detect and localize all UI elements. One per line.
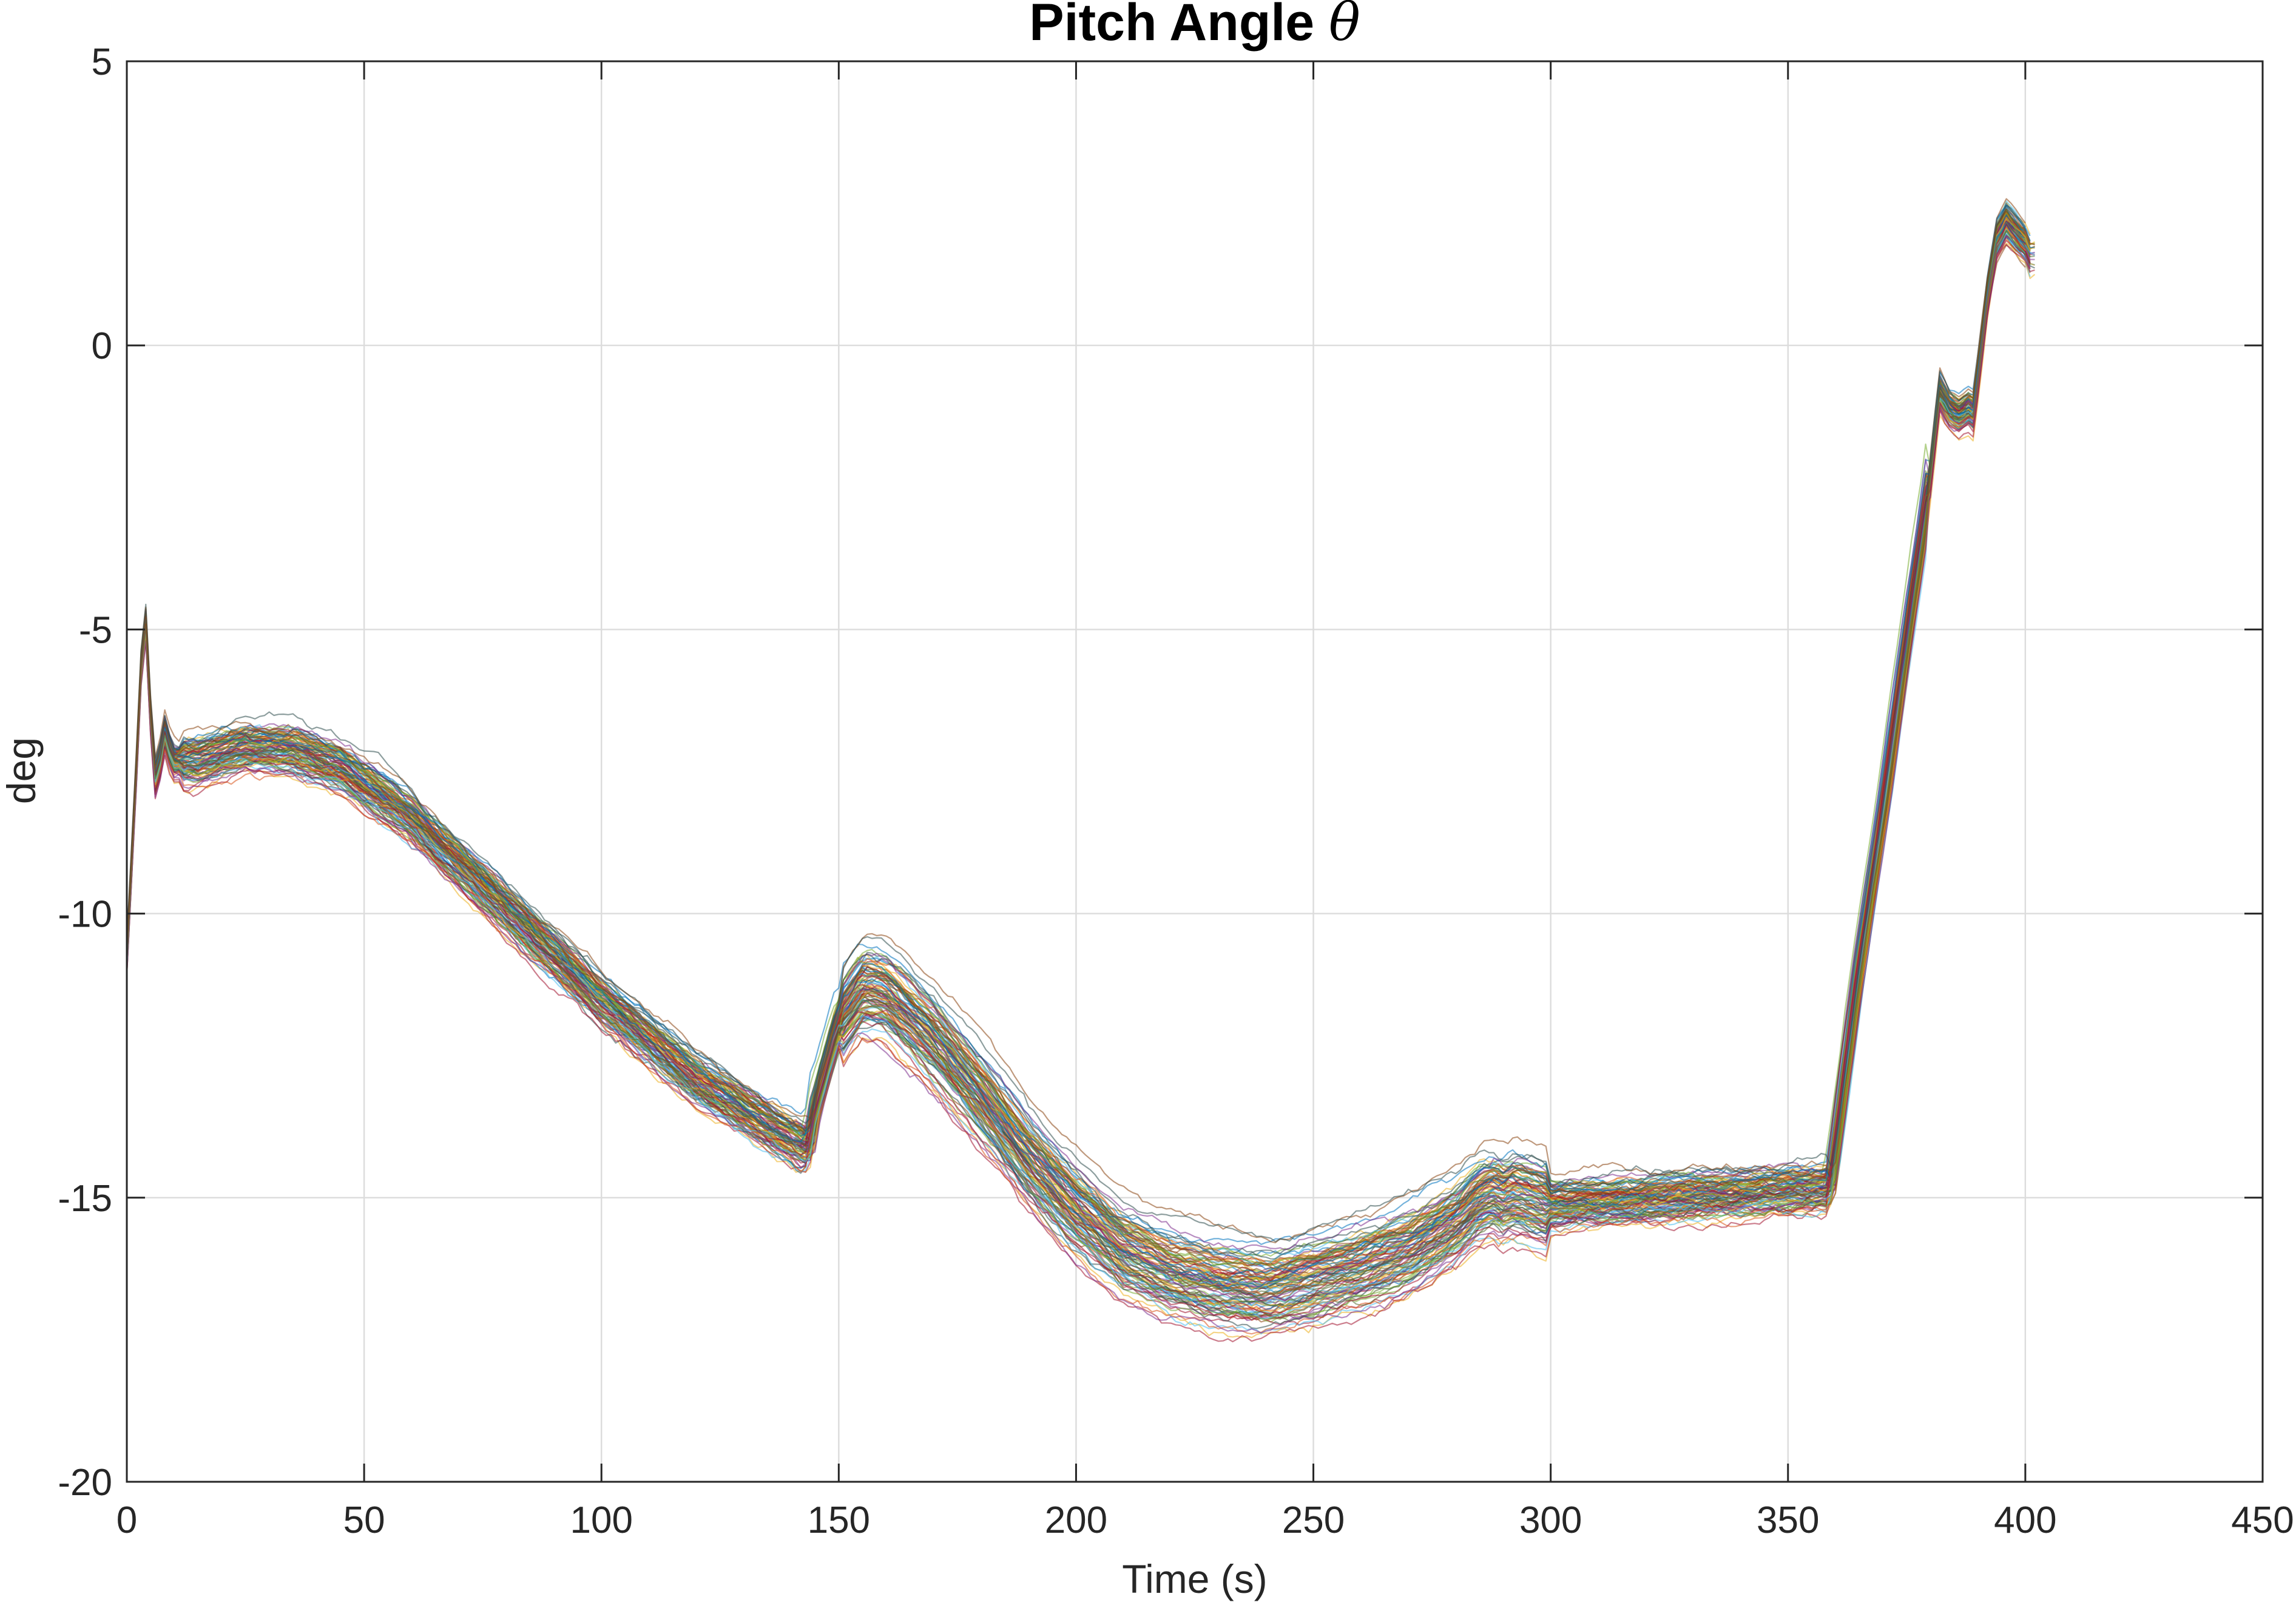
series-line [126,223,2031,1302]
series-line [126,205,2026,1243]
x-tick-label: 100 [570,1499,632,1541]
axes [126,60,2264,1483]
series-line [126,220,2035,1288]
x-tick-label: 50 [343,1499,385,1541]
x-tick-label: 0 [116,1499,137,1541]
series-line [126,240,2031,1343]
series-line [126,214,2035,1281]
series-line [126,229,2026,1306]
series-line [126,235,2031,1334]
series-line [126,223,2026,1302]
series-line [126,238,2031,1335]
series-line [126,223,2035,1298]
x-tick-label: 450 [2231,1499,2294,1541]
series-line [126,203,2031,1260]
series-line [126,223,2031,1315]
series-line [126,212,2031,1268]
series-line [126,222,2026,1308]
series-line [126,211,2031,1262]
series-line [126,237,2031,1308]
series-line [126,215,2035,1281]
x-tick-label: 350 [1757,1499,1819,1541]
series-line [126,204,2031,1245]
x-tick-label: 250 [1282,1499,1345,1541]
plot-area-frame [126,60,2264,1483]
series-line [126,242,2036,1339]
series-line [126,221,2035,1282]
series-line [126,201,2031,1263]
series-line [126,219,2031,1284]
series-line [126,230,2031,1303]
series-line [126,204,2031,1256]
series-line [126,217,2031,1322]
series-line [126,218,2035,1291]
series-line [126,217,2031,1290]
x-tick-label: 200 [1045,1499,1107,1541]
y-tick-label: -20 [58,1462,112,1504]
series-line [126,230,2026,1320]
series-line [126,215,2031,1257]
series-line [126,217,2031,1285]
y-tick-label: -10 [58,894,112,936]
series-line [126,214,2031,1290]
series-line [126,211,2031,1276]
y-tick-label: 0 [92,325,112,367]
x-tick-label: 300 [1519,1499,1582,1541]
series-line [126,221,2026,1299]
series-line [126,227,2035,1312]
series-line [126,223,2031,1302]
y-tick-label: 5 [92,41,112,83]
series-line [126,214,2036,1266]
series-line [126,233,2035,1316]
series-line [126,208,2035,1270]
series-line [126,220,2035,1288]
series-lines [126,198,2036,1343]
series-line [126,225,2031,1286]
series-line [126,217,2031,1290]
series-line [126,222,2035,1283]
chart-title: Pitch Angle θ [1029,0,1360,53]
series-line [126,208,2035,1274]
x-tick-label: 150 [808,1499,870,1541]
series-line [126,225,2036,1302]
series-line [126,212,2035,1266]
series-line [126,211,2031,1267]
y-tick-label: -5 [79,609,112,651]
series-line [126,230,2031,1323]
x-tick-label: 400 [1994,1499,2056,1541]
series-line [126,230,2031,1317]
series-line [126,213,2036,1290]
series-line [126,221,2031,1303]
series-line [126,214,2031,1296]
y-axis-label: deg [0,737,44,804]
y-tick-label: -15 [58,1178,112,1220]
series-line [126,226,2031,1306]
series-line [126,226,2031,1309]
x-axis-label: Time (s) [1122,1556,1268,1601]
series-line [126,227,2031,1302]
series-line [126,225,2031,1320]
series-line [126,229,2031,1322]
series-line [126,229,2026,1319]
